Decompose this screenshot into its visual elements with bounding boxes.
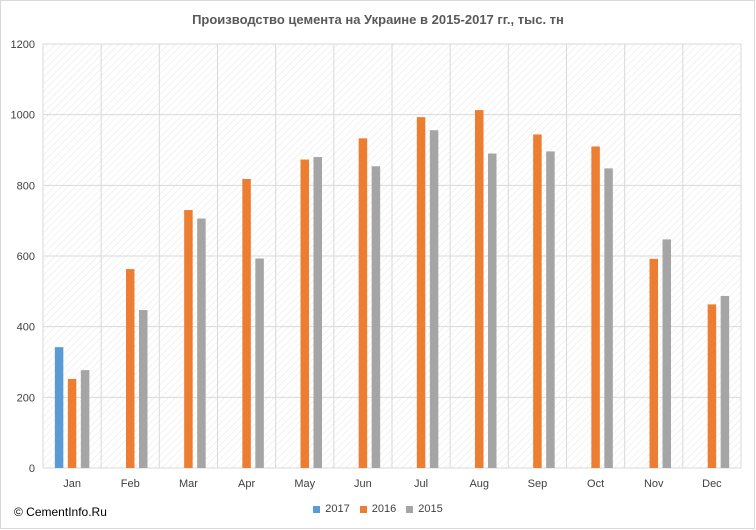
legend-swatch <box>406 505 414 513</box>
bar-2016-dec <box>707 304 717 468</box>
x-tick-label: Oct <box>587 478 604 490</box>
bar-2016-feb <box>126 269 135 468</box>
bar-2015-feb <box>139 310 148 468</box>
bar-2015-dec <box>720 295 730 468</box>
legend-label: 2015 <box>418 503 443 515</box>
x-tick-label: May <box>294 478 315 490</box>
bar-2016-apr <box>242 178 251 468</box>
y-tick-label: 1200 <box>11 39 35 51</box>
legend-swatch <box>313 505 321 513</box>
x-tick-label: Jan <box>63 478 81 490</box>
bar-2016-jan <box>67 378 77 468</box>
bar-2016-jul <box>416 117 426 468</box>
y-tick-label: 1000 <box>11 110 35 122</box>
legend-item-2015: 2015 <box>406 503 443 515</box>
legend: 2017 2016 2015 <box>0 503 756 516</box>
y-tick-label: 200 <box>17 392 35 404</box>
legend-label: 2016 <box>371 503 397 515</box>
x-tick-label: Dec <box>702 478 722 490</box>
bar-2015-jun <box>371 166 381 468</box>
y-tick-label: 800 <box>17 180 35 192</box>
y-tick-label: 0 <box>29 463 35 475</box>
x-tick-label: Mar <box>179 478 198 490</box>
bar-2017-jan <box>54 347 64 468</box>
y-tick-label: 600 <box>17 251 35 263</box>
chart-title: Производство цемента на Украине в 2015-2… <box>192 12 564 27</box>
bar-2016-mar <box>184 210 193 469</box>
legend-item-2017: 2017 <box>313 503 350 515</box>
bar-2015-mar <box>197 218 206 468</box>
bar-2015-nov <box>662 239 671 468</box>
legend-swatch <box>359 505 367 513</box>
x-tick-label: Apr <box>238 478 255 490</box>
x-tick-label: Nov <box>644 478 664 490</box>
x-tick-label: Aug <box>469 478 489 490</box>
bar-2015-jul <box>429 130 439 469</box>
watermark: © CementInfo.Ru <box>14 505 107 519</box>
bar-2016-sep <box>533 134 542 468</box>
y-tick-label: 400 <box>17 322 35 334</box>
bar-2016-nov <box>649 258 658 468</box>
bar-2016-may <box>300 159 309 469</box>
bar-2015-aug <box>488 153 497 469</box>
legend-item-2016: 2016 <box>359 503 397 515</box>
x-tick-label: Jun <box>354 478 372 490</box>
bar-2015-apr <box>255 258 264 468</box>
bar-2015-sep <box>546 151 555 468</box>
bar-2015-oct <box>604 168 613 468</box>
bar-2016-jun <box>358 138 368 468</box>
bar-2015-jan <box>80 370 90 468</box>
bar-2016-aug <box>475 110 484 468</box>
x-tick-label: Jul <box>414 478 428 490</box>
x-tick-label: Feb <box>121 478 140 490</box>
legend-label: 2017 <box>325 503 350 515</box>
x-tick-label: Sep <box>528 478 548 490</box>
bar-2015-may <box>313 157 322 469</box>
bar-2016-oct <box>591 146 600 468</box>
